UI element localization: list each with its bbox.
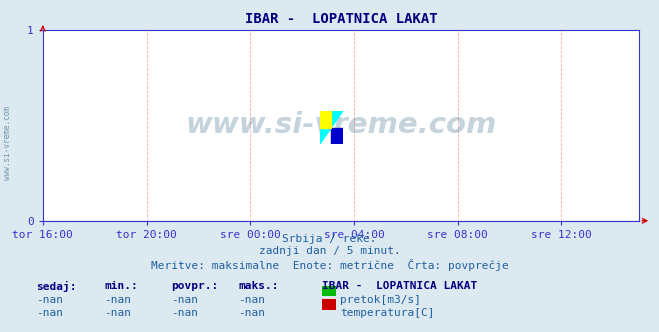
Text: -nan: -nan xyxy=(171,295,198,305)
Text: -nan: -nan xyxy=(239,295,266,305)
Text: www.si-vreme.com: www.si-vreme.com xyxy=(185,111,497,139)
Text: povpr.:: povpr.: xyxy=(171,281,219,290)
Text: -nan: -nan xyxy=(171,308,198,318)
Title: IBAR -  LOPATNICA LAKAT: IBAR - LOPATNICA LAKAT xyxy=(244,12,438,26)
Polygon shape xyxy=(320,111,331,128)
Text: -nan: -nan xyxy=(104,308,131,318)
Text: IBAR -  LOPATNICA LAKAT: IBAR - LOPATNICA LAKAT xyxy=(322,281,477,290)
Text: temperatura[C]: temperatura[C] xyxy=(340,308,434,318)
Polygon shape xyxy=(320,111,343,144)
Text: www.si-vreme.com: www.si-vreme.com xyxy=(3,106,13,180)
Polygon shape xyxy=(320,111,331,128)
Text: min.:: min.: xyxy=(104,281,138,290)
Text: -nan: -nan xyxy=(36,308,63,318)
Text: Srbija / reke.: Srbija / reke. xyxy=(282,234,377,244)
Text: sedaj:: sedaj: xyxy=(36,281,76,291)
Text: -nan: -nan xyxy=(239,308,266,318)
Text: -nan: -nan xyxy=(36,295,63,305)
Polygon shape xyxy=(320,111,331,128)
Text: maks.:: maks.: xyxy=(239,281,279,290)
Text: zadnji dan / 5 minut.: zadnji dan / 5 minut. xyxy=(258,246,401,256)
Text: pretok[m3/s]: pretok[m3/s] xyxy=(340,295,421,305)
Polygon shape xyxy=(331,128,343,144)
Text: -nan: -nan xyxy=(104,295,131,305)
Text: Meritve: maksimalne  Enote: metrične  Črta: povprečje: Meritve: maksimalne Enote: metrične Črta… xyxy=(151,259,508,271)
